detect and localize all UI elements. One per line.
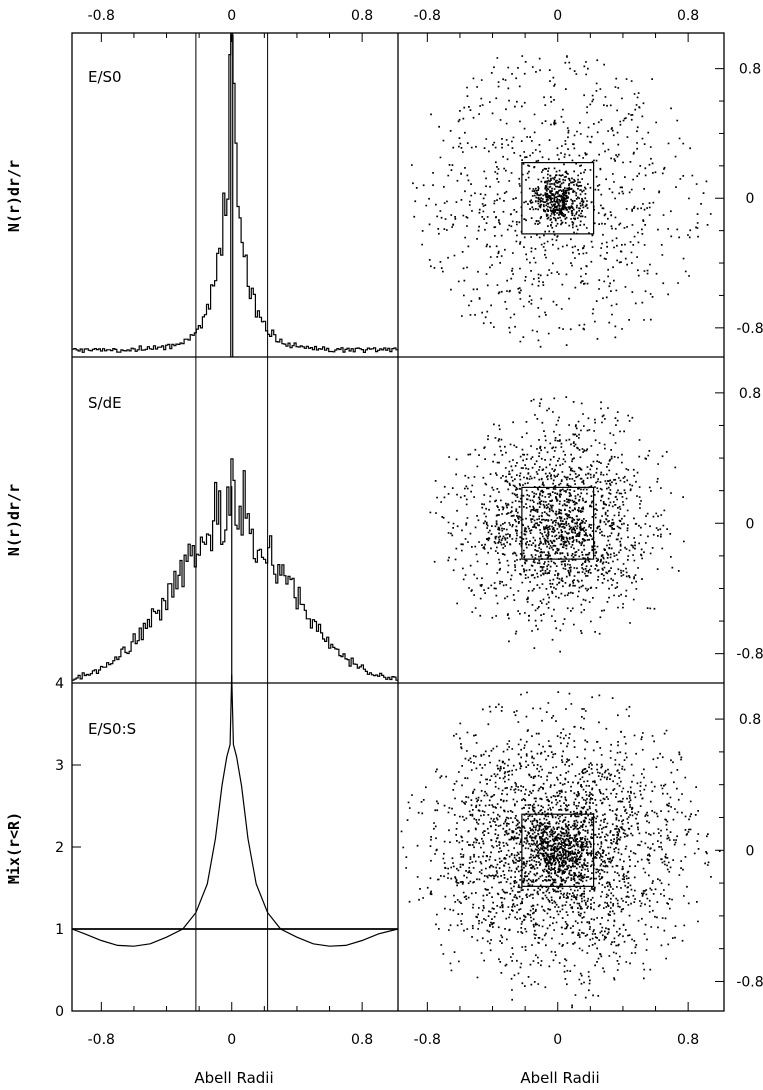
y-axis-title-top: N(r)dr/r	[5, 160, 23, 232]
bottom-left-x-tick-label: 0	[227, 1032, 236, 1048]
histogram-curve	[72, 35, 398, 353]
bottom-right-x-tick-label: -0.8	[414, 1032, 441, 1048]
top-left-x-tick-label: 0	[227, 8, 236, 24]
top-right-x-tick-label: -0.8	[414, 8, 441, 24]
scatter-y-tick-label: 0.8	[739, 386, 761, 402]
scatter-y-tick-label: 0.8	[739, 712, 761, 728]
y-axis-title-middle: N(r)dr/r	[5, 484, 23, 556]
core-region-box	[521, 813, 595, 887]
scatter-points	[429, 396, 685, 653]
scatter-y-tick-label: 0	[746, 516, 755, 532]
histogram-curve	[72, 458, 398, 681]
scatter-y-tick-label: 0	[746, 843, 755, 859]
core-region-box	[521, 162, 595, 235]
scatter-points	[411, 55, 712, 348]
bottom-left-x-tick-label: 0.8	[351, 1032, 373, 1048]
y-axis-title-bottom: Mix(r<R)	[5, 812, 23, 884]
scatter-y-tick-label: 0	[746, 191, 755, 207]
scatter-y-tick-label: -0.8	[736, 974, 763, 990]
panel-label-es0: E/S0	[88, 68, 122, 86]
mix-y-tick-label: 4	[55, 676, 64, 692]
panel-label-mix: E/S0:S	[88, 720, 136, 738]
top-right-x-tick-label: 0.8	[677, 8, 699, 24]
scatter-y-tick-label: -0.8	[736, 321, 763, 337]
scatter-y-tick-label: -0.8	[736, 647, 763, 663]
scatter-y-tick-label: 0.8	[739, 62, 761, 78]
x-axis-title-left: Abell Radii	[194, 1069, 273, 1087]
bottom-right-x-tick-label: 0.8	[677, 1032, 699, 1048]
core-region-box	[521, 486, 595, 560]
mix-ratio-curve	[71, 674, 399, 947]
top-right-x-tick-label: 0	[553, 8, 562, 24]
scatter-points	[400, 691, 721, 1009]
mix-y-tick-label: 2	[55, 840, 64, 856]
top-left-x-tick-label: 0.8	[351, 8, 373, 24]
mix-y-tick-label: 1	[55, 922, 64, 938]
panel-label-sde: S/dE	[88, 394, 122, 412]
mix-y-tick-label: 3	[55, 758, 64, 774]
x-axis-title-right: Abell Radii	[520, 1069, 599, 1087]
bottom-left-x-tick-label: -0.8	[88, 1032, 115, 1048]
bottom-right-x-tick-label: 0	[553, 1032, 562, 1048]
mix-y-tick-label: 0	[55, 1004, 64, 1020]
top-left-x-tick-label: -0.8	[88, 8, 115, 24]
